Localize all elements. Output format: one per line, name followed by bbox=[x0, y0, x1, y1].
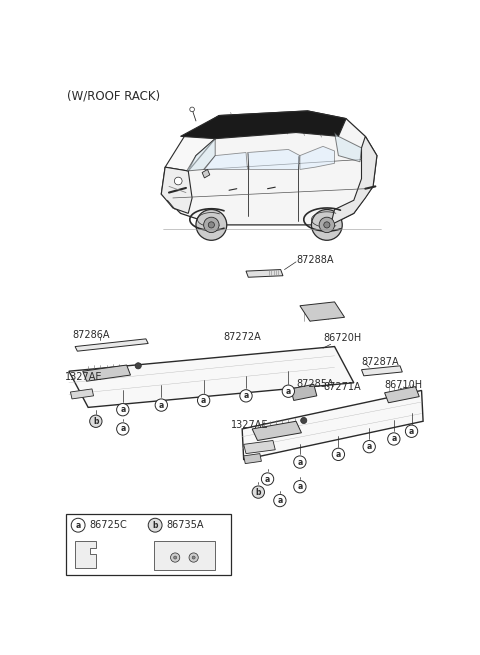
Circle shape bbox=[148, 518, 162, 532]
Circle shape bbox=[90, 415, 102, 428]
FancyBboxPatch shape bbox=[66, 514, 230, 575]
Polygon shape bbox=[331, 136, 377, 225]
Text: b: b bbox=[152, 521, 158, 530]
Polygon shape bbox=[69, 346, 354, 407]
Text: 86725C: 86725C bbox=[89, 520, 127, 530]
Text: a: a bbox=[297, 458, 302, 466]
Text: a: a bbox=[336, 450, 341, 459]
Text: a: a bbox=[367, 442, 372, 451]
Text: a: a bbox=[120, 424, 125, 434]
Circle shape bbox=[282, 385, 295, 398]
Text: 87271A: 87271A bbox=[323, 382, 360, 392]
Polygon shape bbox=[300, 146, 335, 170]
Circle shape bbox=[135, 363, 141, 369]
Polygon shape bbox=[246, 270, 283, 277]
Polygon shape bbox=[165, 115, 219, 171]
Circle shape bbox=[190, 107, 194, 112]
Text: 86710H: 86710H bbox=[384, 380, 423, 390]
Polygon shape bbox=[361, 365, 402, 376]
Circle shape bbox=[117, 422, 129, 435]
Circle shape bbox=[312, 210, 342, 240]
Circle shape bbox=[252, 486, 264, 498]
Text: a: a bbox=[409, 427, 414, 436]
Text: 87288A: 87288A bbox=[296, 255, 334, 265]
Circle shape bbox=[332, 448, 345, 460]
Polygon shape bbox=[161, 167, 192, 214]
Polygon shape bbox=[248, 149, 300, 170]
Polygon shape bbox=[384, 386, 419, 403]
Text: 86735A: 86735A bbox=[166, 520, 204, 530]
Polygon shape bbox=[154, 540, 215, 570]
Polygon shape bbox=[180, 111, 346, 139]
Circle shape bbox=[274, 495, 286, 507]
Circle shape bbox=[319, 217, 335, 233]
Circle shape bbox=[155, 399, 168, 411]
Circle shape bbox=[294, 481, 306, 493]
Text: a: a bbox=[201, 396, 206, 405]
Polygon shape bbox=[187, 139, 215, 171]
Text: 87287A: 87287A bbox=[361, 357, 399, 367]
Circle shape bbox=[192, 556, 195, 559]
Polygon shape bbox=[300, 302, 345, 321]
Polygon shape bbox=[83, 365, 131, 381]
Polygon shape bbox=[71, 389, 94, 399]
Polygon shape bbox=[202, 170, 210, 178]
Text: a: a bbox=[297, 482, 302, 491]
Text: a: a bbox=[159, 401, 164, 409]
Polygon shape bbox=[244, 441, 275, 454]
Text: 86720H: 86720H bbox=[323, 333, 361, 343]
Polygon shape bbox=[244, 454, 262, 464]
Polygon shape bbox=[335, 132, 361, 162]
Circle shape bbox=[196, 210, 227, 240]
Text: 1327AE: 1327AE bbox=[230, 420, 268, 430]
Circle shape bbox=[117, 403, 129, 416]
Text: a: a bbox=[265, 474, 270, 483]
Polygon shape bbox=[204, 153, 248, 170]
Text: 87285A: 87285A bbox=[296, 379, 334, 389]
Text: b: b bbox=[93, 417, 98, 426]
Circle shape bbox=[204, 217, 219, 233]
Polygon shape bbox=[291, 384, 317, 400]
Polygon shape bbox=[75, 339, 148, 351]
Polygon shape bbox=[252, 421, 301, 441]
Text: a: a bbox=[277, 496, 283, 505]
Circle shape bbox=[300, 417, 307, 424]
Circle shape bbox=[174, 556, 177, 559]
Circle shape bbox=[174, 177, 182, 185]
Circle shape bbox=[363, 441, 375, 453]
Text: 87286A: 87286A bbox=[73, 330, 110, 340]
Circle shape bbox=[262, 473, 274, 485]
Text: a: a bbox=[286, 386, 291, 396]
Circle shape bbox=[294, 456, 306, 468]
Text: a: a bbox=[120, 405, 125, 414]
Text: 87272A: 87272A bbox=[223, 331, 261, 341]
Text: (W/ROOF RACK): (W/ROOF RACK) bbox=[67, 89, 160, 102]
Text: a: a bbox=[391, 434, 396, 443]
Polygon shape bbox=[242, 390, 423, 460]
Circle shape bbox=[324, 222, 330, 228]
Polygon shape bbox=[161, 111, 377, 225]
Circle shape bbox=[388, 433, 400, 445]
Text: a: a bbox=[243, 391, 249, 400]
Circle shape bbox=[197, 394, 210, 407]
Text: 1327AE: 1327AE bbox=[65, 372, 103, 383]
Circle shape bbox=[406, 425, 418, 438]
Polygon shape bbox=[75, 540, 96, 567]
Circle shape bbox=[189, 553, 198, 562]
Text: b: b bbox=[255, 487, 261, 496]
Circle shape bbox=[240, 390, 252, 402]
Circle shape bbox=[71, 518, 85, 532]
Circle shape bbox=[170, 553, 180, 562]
Circle shape bbox=[208, 222, 215, 228]
Text: a: a bbox=[75, 521, 81, 530]
